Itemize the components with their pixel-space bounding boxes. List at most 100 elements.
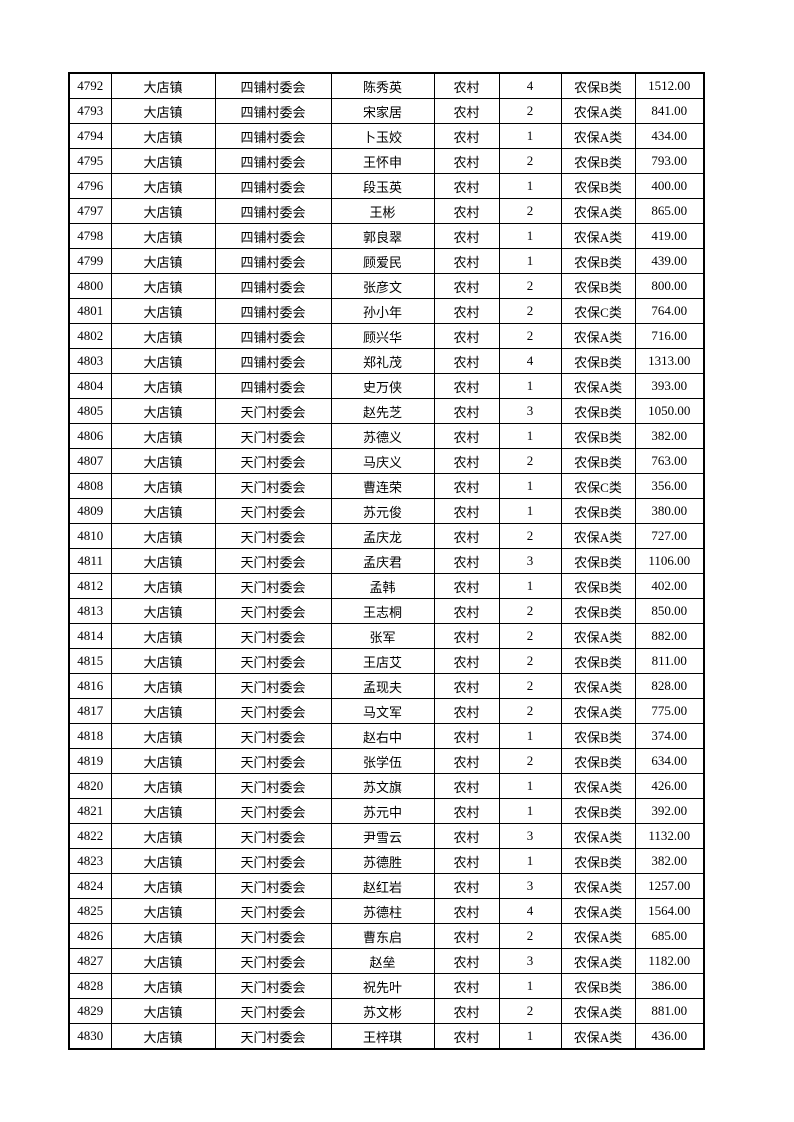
cell-village: 四铺村委会 [214,373,332,399]
cell-person-name: 王志桐 [330,598,435,624]
cell-area-type: 农村 [433,673,500,699]
cell-household-count: 2 [498,98,562,124]
cell-amount: 1512.00 [634,72,705,99]
cell-amount: 1182.00 [634,948,705,974]
cell-person-name: 赵垒 [330,948,435,974]
cell-village: 天门村委会 [214,848,332,874]
cell-amount: 386.00 [634,973,705,999]
cell-household-count: 2 [498,748,562,774]
cell-person-name: 王彬 [330,198,435,224]
cell-row-number: 4800 [68,273,112,299]
cell-household-count: 2 [498,148,562,174]
cell-person-name: 苏元中 [330,798,435,824]
cell-amount: 865.00 [634,198,705,224]
cell-row-number: 4797 [68,198,112,224]
cell-person-name: 王梓琪 [330,1023,435,1050]
cell-amount: 1564.00 [634,898,705,924]
cell-row-number: 4792 [68,72,112,99]
table-row: 4808 大店镇 天门村委会 曹连荣 农村 1 农保C类 356.00 [68,473,705,499]
cell-row-number: 4807 [68,448,112,474]
cell-person-name: 孙小年 [330,298,435,324]
cell-town: 大店镇 [110,648,216,674]
cell-amount: 374.00 [634,723,705,749]
cell-town: 大店镇 [110,248,216,274]
cell-area-type: 农村 [433,523,500,549]
cell-amount: 1313.00 [634,348,705,374]
cell-area-type: 农村 [433,748,500,774]
cell-town: 大店镇 [110,123,216,149]
cell-household-count: 3 [498,398,562,424]
table-row: 4799 大店镇 四铺村委会 顾爱民 农村 1 农保B类 439.00 [68,248,705,274]
cell-village: 天门村委会 [214,798,332,824]
table-row: 4813 大店镇 天门村委会 王志桐 农村 2 农保B类 850.00 [68,598,705,624]
cell-area-type: 农村 [433,98,500,124]
cell-village: 天门村委会 [214,523,332,549]
cell-insurance-class: 农保B类 [560,573,636,599]
cell-row-number: 4793 [68,98,112,124]
table-row: 4817 大店镇 天门村委会 马文军 农村 2 农保A类 775.00 [68,698,705,724]
cell-village: 天门村委会 [214,698,332,724]
cell-person-name: 孟韩 [330,573,435,599]
cell-insurance-class: 农保B类 [560,798,636,824]
table-row: 4815 大店镇 天门村委会 王店艾 农村 2 农保B类 811.00 [68,648,705,674]
cell-insurance-class: 农保B类 [560,498,636,524]
cell-village: 天门村委会 [214,423,332,449]
table-row: 4803 大店镇 四铺村委会 郑礼茂 农村 4 农保B类 1313.00 [68,348,705,374]
cell-insurance-class: 农保B类 [560,723,636,749]
cell-town: 大店镇 [110,498,216,524]
cell-village: 天门村委会 [214,823,332,849]
cell-amount: 882.00 [634,623,705,649]
cell-amount: 393.00 [634,373,705,399]
table-row: 4828 大店镇 天门村委会 祝先叶 农村 1 农保B类 386.00 [68,973,705,999]
cell-insurance-class: 农保B类 [560,423,636,449]
cell-household-count: 2 [498,673,562,699]
table-row: 4821 大店镇 天门村委会 苏元中 农村 1 农保B类 392.00 [68,798,705,824]
cell-amount: 881.00 [634,998,705,1024]
table-row: 4829 大店镇 天门村委会 苏文彬 农村 2 农保A类 881.00 [68,998,705,1024]
table-row: 4812 大店镇 天门村委会 孟韩 农村 1 农保B类 402.00 [68,573,705,599]
cell-row-number: 4814 [68,623,112,649]
cell-town: 大店镇 [110,298,216,324]
cell-insurance-class: 农保A类 [560,998,636,1024]
cell-town: 大店镇 [110,748,216,774]
cell-town: 大店镇 [110,323,216,349]
cell-area-type: 农村 [433,298,500,324]
cell-town: 大店镇 [110,848,216,874]
cell-area-type: 农村 [433,973,500,999]
cell-area-type: 农村 [433,623,500,649]
cell-person-name: 孟现夫 [330,673,435,699]
cell-amount: 392.00 [634,798,705,824]
cell-row-number: 4803 [68,348,112,374]
cell-insurance-class: 农保A类 [560,123,636,149]
cell-village: 天门村委会 [214,723,332,749]
cell-person-name: 赵先芝 [330,398,435,424]
table-row: 4816 大店镇 天门村委会 孟现夫 农村 2 农保A类 828.00 [68,673,705,699]
cell-insurance-class: 农保C类 [560,298,636,324]
cell-household-count: 1 [498,773,562,799]
cell-village: 天门村委会 [214,873,332,899]
table-row: 4807 大店镇 天门村委会 马庆义 农村 2 农保B类 763.00 [68,448,705,474]
cell-area-type: 农村 [433,948,500,974]
cell-town: 大店镇 [110,348,216,374]
cell-household-count: 2 [498,698,562,724]
cell-town: 大店镇 [110,598,216,624]
cell-area-type: 农村 [433,123,500,149]
data-table: 4792 大店镇 四铺村委会 陈秀英 农村 4 农保B类 1512.00 4793 大店镇 四铺村委… [68,72,705,1050]
cell-village: 天门村委会 [214,748,332,774]
cell-row-number: 4819 [68,748,112,774]
cell-area-type: 农村 [433,148,500,174]
cell-insurance-class: 农保A类 [560,373,636,399]
cell-row-number: 4809 [68,498,112,524]
cell-amount: 1132.00 [634,823,705,849]
table-row: 4800 大店镇 四铺村委会 张彦文 农村 2 农保B类 800.00 [68,273,705,299]
cell-row-number: 4806 [68,423,112,449]
cell-amount: 1050.00 [634,398,705,424]
cell-area-type: 农村 [433,323,500,349]
cell-amount: 793.00 [634,148,705,174]
cell-town: 大店镇 [110,223,216,249]
cell-insurance-class: 农保C类 [560,473,636,499]
cell-area-type: 农村 [433,648,500,674]
cell-village: 天门村委会 [214,998,332,1024]
cell-person-name: 曹东启 [330,923,435,949]
cell-town: 大店镇 [110,98,216,124]
